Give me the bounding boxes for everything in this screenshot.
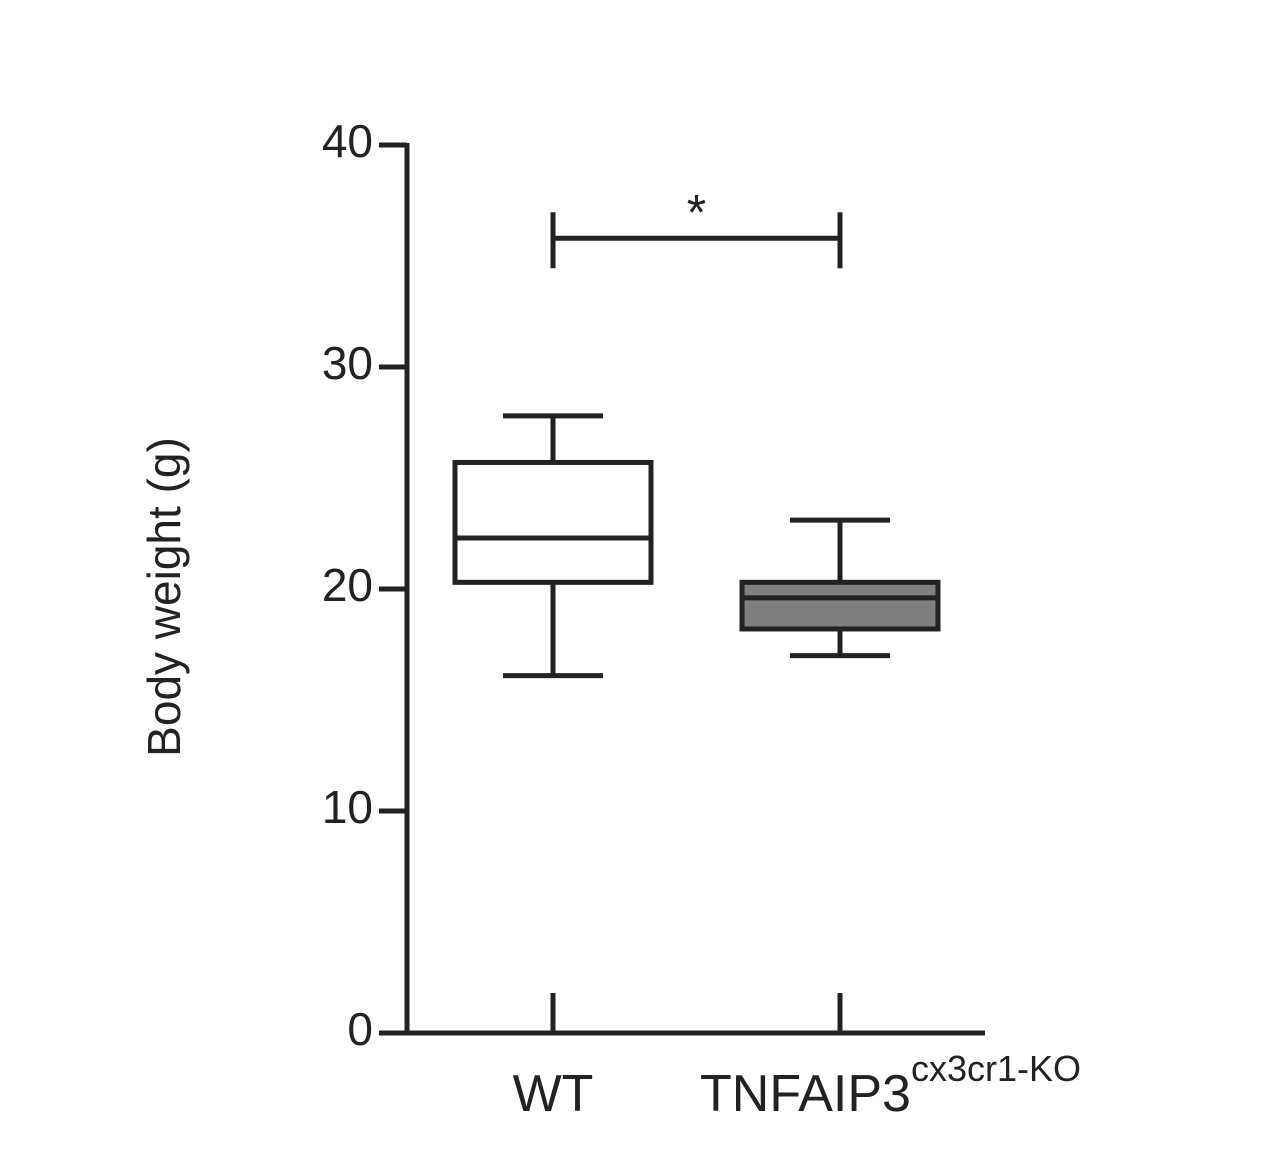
x-tick-label: WT [513, 1065, 594, 1123]
category-superscript: cx3cr1-KO [911, 1048, 1081, 1089]
category-name: TNFAIP3 [700, 1065, 911, 1123]
y-axis-label: Body weight (g) [138, 437, 190, 757]
box [452, 459, 654, 585]
y-tick-label: 40 [322, 115, 373, 167]
category-name: WT [513, 1065, 594, 1123]
box [739, 579, 941, 632]
y-tick-label: 0 [347, 1003, 373, 1055]
y-tick-label: 20 [322, 559, 373, 611]
y-tick-label: 10 [322, 781, 373, 833]
y-tick-label: 30 [322, 337, 373, 389]
x-tick-label: TNFAIP3cx3cr1-KO [700, 1048, 1081, 1123]
significance-label: * [687, 184, 706, 240]
